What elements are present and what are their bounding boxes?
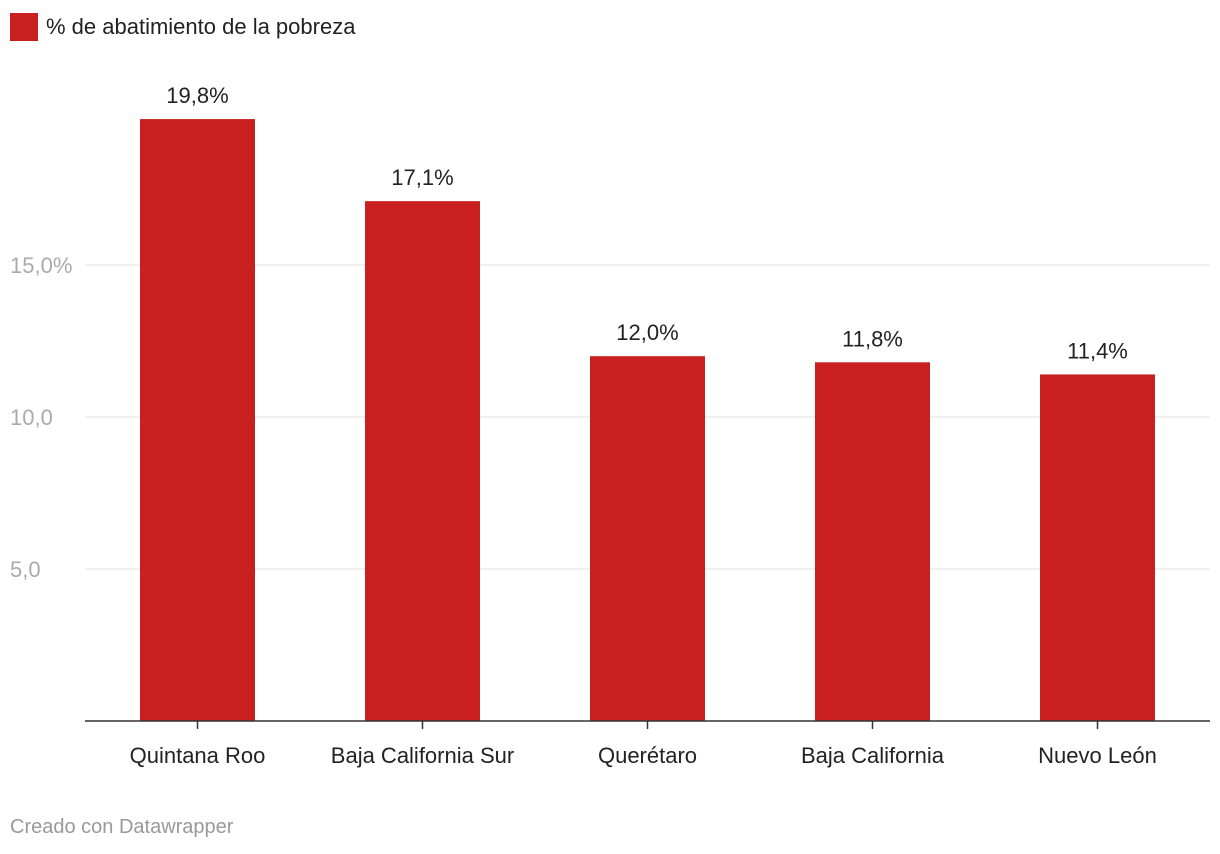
legend: % de abatimiento de la pobreza xyxy=(10,13,355,41)
data-label-1: 17,1% xyxy=(391,165,453,190)
bar-4 xyxy=(1040,374,1155,721)
data-label-0: 19,8% xyxy=(166,83,228,108)
x-tick-label-3: Baja California xyxy=(801,743,945,768)
y-tick-label-2: 15,0% xyxy=(10,253,72,278)
data-label-2: 12,0% xyxy=(616,320,678,345)
x-tick-label-4: Nuevo León xyxy=(1038,743,1157,768)
data-label-4: 11,4% xyxy=(1067,338,1128,363)
legend-swatch xyxy=(10,13,38,41)
y-tick-label-0: 5,0 xyxy=(10,557,41,582)
x-tick-label-0: Quintana Roo xyxy=(130,743,266,768)
bar-2 xyxy=(590,356,705,721)
bar-0 xyxy=(140,119,255,721)
footer-credit: Creado con Datawrapper xyxy=(10,816,234,838)
x-tick-label-2: Querétaro xyxy=(598,743,697,768)
y-tick-label-1: 10,0 xyxy=(10,405,53,430)
legend-label: % de abatimiento de la pobreza xyxy=(46,14,356,39)
bar-1 xyxy=(365,201,480,721)
data-label-3: 11,8% xyxy=(842,326,903,351)
x-tick-label-1: Baja California Sur xyxy=(331,743,514,768)
bar-3 xyxy=(815,362,930,721)
